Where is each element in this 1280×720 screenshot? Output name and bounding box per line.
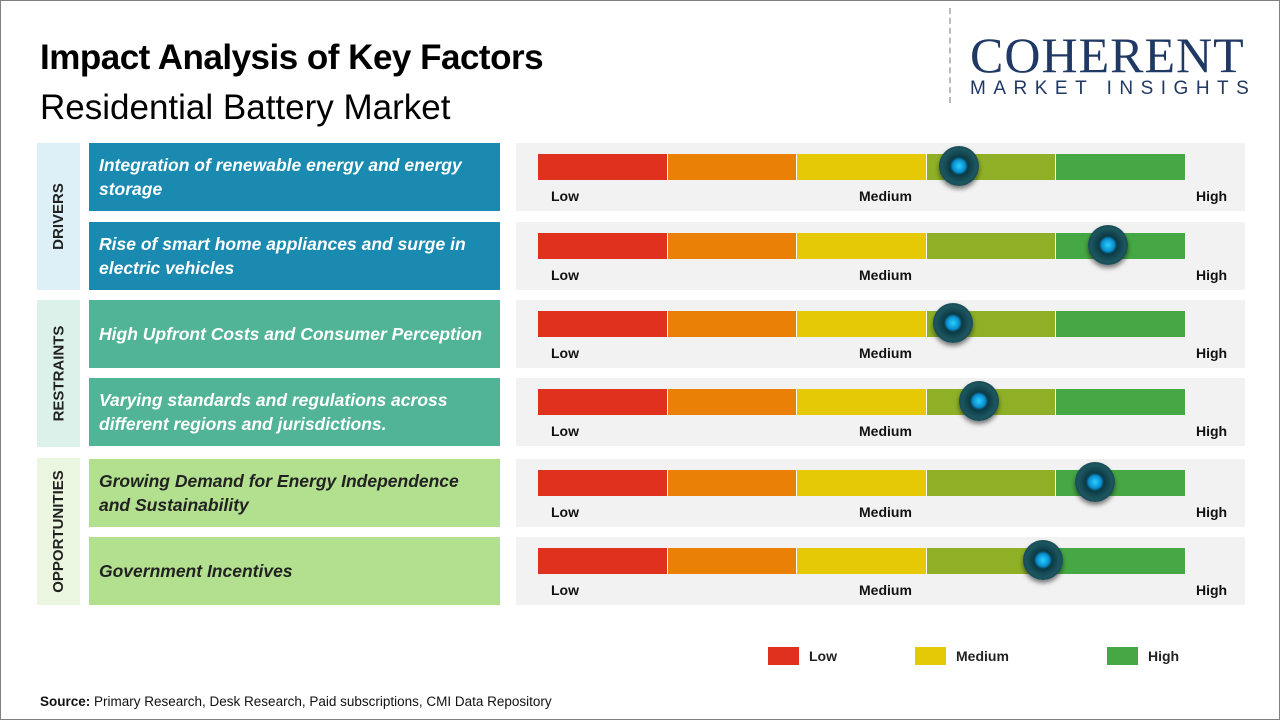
gauge-segment-0 [538, 233, 668, 259]
gauge-bar [538, 389, 1186, 415]
source-text: Primary Research, Desk Research, Paid su… [90, 694, 552, 709]
gauge-segment-2 [797, 389, 927, 415]
gauge-medium-label: Medium [859, 582, 912, 598]
logo-line1: COHERENT [970, 27, 1245, 83]
legend-label: High [1148, 648, 1180, 664]
factor-text: Varying standards and regulations across… [99, 390, 448, 434]
gauge-indicator [1023, 540, 1064, 580]
gauge-low-label: Low [551, 188, 579, 204]
page-title: Impact Analysis of Key Factors [40, 38, 544, 77]
legend-swatch [768, 647, 799, 665]
gauge-segment-2 [797, 311, 927, 337]
gauge-bar [538, 311, 1186, 337]
gauge-low-label: Low [551, 423, 579, 439]
factor-text: Government Incentives [99, 561, 293, 581]
gauge-segment-1 [667, 470, 798, 496]
gauge-high-label: High [1196, 188, 1228, 204]
gauge-high-label: High [1196, 267, 1228, 283]
gauge-segment-3 [926, 233, 1057, 259]
gauge-segment-1 [667, 154, 798, 180]
gauge-segment-1 [667, 548, 798, 574]
gauge-bar [538, 548, 1186, 574]
gauge-medium-label: Medium [859, 267, 912, 283]
logo-line2: MARKET INSIGHTS [970, 78, 1257, 99]
legend-swatch [1107, 647, 1138, 665]
factor-label: High Upfront Costs and Consumer Percepti… [89, 300, 500, 368]
gauge-indicator [1075, 462, 1116, 502]
factor-text: Growing Demand for Energy Independence a… [99, 471, 459, 515]
gauge-segment-4 [1056, 154, 1186, 180]
gauge-low-label: Low [551, 267, 579, 283]
gauge-bar [538, 154, 1186, 180]
factor-label: Growing Demand for Energy Independence a… [89, 459, 500, 527]
gauge-high-label: High [1196, 345, 1228, 361]
gauge-segment-3 [926, 470, 1057, 496]
gauge-high-label: High [1196, 582, 1228, 598]
factor-text: Integration of renewable energy and ener… [99, 155, 462, 199]
gauge-segment-4 [1056, 548, 1186, 574]
gauge-segment-2 [797, 154, 927, 180]
impact-gauge: Low Medium High [516, 143, 1245, 211]
gauge-segment-0 [538, 470, 668, 496]
source-label: Source: [40, 694, 91, 709]
category-restraints: RESTRAINTS [37, 300, 80, 447]
legend-item: Medium [915, 647, 1009, 665]
impact-gauge: Low Medium High [516, 300, 1245, 368]
gauge-segment-2 [797, 233, 927, 259]
gauge-segment-0 [538, 389, 668, 415]
legend-label: Medium [956, 648, 1009, 664]
factor-label: Government Incentives [89, 537, 500, 605]
gauge-medium-label: Medium [859, 345, 912, 361]
gauge-bar [538, 470, 1186, 496]
category-label: OPPORTUNITIES [50, 470, 68, 593]
factor-label: Integration of renewable energy and ener… [89, 143, 500, 211]
gauge-high-label: High [1196, 504, 1228, 520]
impact-gauge: Low Medium High [516, 537, 1245, 605]
legend-item: High [1107, 647, 1179, 665]
gauge-indicator [932, 303, 973, 343]
gauge-segment-4 [1056, 389, 1186, 415]
category-drivers: DRIVERS [37, 143, 80, 290]
gauge-indicator [958, 381, 999, 421]
legend-swatch [915, 647, 946, 665]
factor-text: High Upfront Costs and Consumer Percepti… [99, 324, 483, 344]
gauge-low-label: Low [551, 504, 579, 520]
gauge-segment-2 [797, 470, 927, 496]
impact-gauge: Low Medium High [516, 459, 1245, 527]
page-subtitle: Residential Battery Market [40, 88, 451, 127]
gauge-segment-1 [667, 233, 798, 259]
factor-label: Rise of smart home appliances and surge … [89, 222, 500, 290]
gauge-indicator [939, 146, 980, 186]
category-label: RESTRAINTS [50, 325, 67, 422]
factor-text: Rise of smart home appliances and surge … [99, 234, 466, 278]
gauge-segment-0 [538, 154, 668, 180]
gauge-segment-4 [1056, 311, 1186, 337]
gauge-high-label: High [1196, 423, 1228, 439]
legend-item: Low [768, 647, 837, 665]
gauge-medium-label: Medium [859, 423, 912, 439]
impact-gauge: Low Medium High [516, 222, 1245, 290]
impact-gauge: Low Medium High [516, 378, 1245, 446]
gauge-low-label: Low [551, 582, 579, 598]
gauge-segment-1 [667, 389, 798, 415]
factor-label: Varying standards and regulations across… [89, 378, 500, 446]
logo: COHERENT MARKET INSIGHTS [970, 30, 1256, 100]
source: Source: Primary Research, Desk Research,… [40, 694, 552, 709]
gauge-indicator [1088, 225, 1129, 265]
legend-label: Low [809, 648, 837, 664]
gauge-segment-0 [538, 311, 668, 337]
gauge-medium-label: Medium [859, 504, 912, 520]
category-label: DRIVERS [50, 183, 67, 250]
gauge-medium-label: Medium [859, 188, 912, 204]
divider [949, 8, 951, 103]
gauge-low-label: Low [551, 345, 579, 361]
gauge-segment-2 [797, 548, 927, 574]
category-opportunities: OPPORTUNITIES [37, 458, 80, 605]
gauge-segment-0 [538, 548, 668, 574]
gauge-segment-1 [667, 311, 798, 337]
gauge-bar [538, 233, 1186, 259]
